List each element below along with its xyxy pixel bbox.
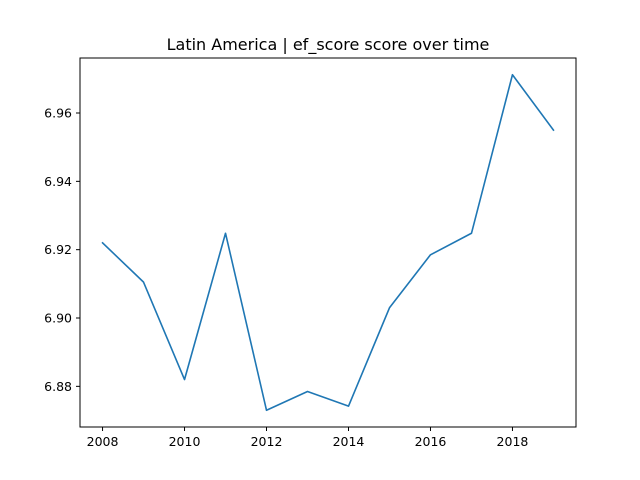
- y-tick-label: 6.94: [44, 174, 72, 189]
- x-tick-label: 2014: [333, 434, 365, 449]
- y-tick-label: 6.96: [44, 106, 72, 121]
- y-tick-label: 6.88: [44, 379, 72, 394]
- x-tick-label: 2008: [87, 434, 119, 449]
- series-line-0: [101, 73, 555, 412]
- x-axis: 2008 2010 2012 2014 2016 2018: [87, 427, 529, 449]
- y-axis: 6.88 6.90 6.92 6.94 6.96: [44, 106, 80, 394]
- x-tick-label: 2016: [415, 434, 447, 449]
- plot-area: [101, 73, 555, 412]
- x-tick-label: 2010: [169, 434, 201, 449]
- y-tick-label: 6.90: [44, 311, 72, 326]
- chart-title: Latin America | ef_score score over time: [167, 35, 490, 55]
- x-tick-label: 2012: [251, 434, 283, 449]
- y-tick-label: 6.92: [44, 242, 72, 257]
- x-tick-label: 2018: [497, 434, 529, 449]
- plot-frame: [79, 57, 577, 428]
